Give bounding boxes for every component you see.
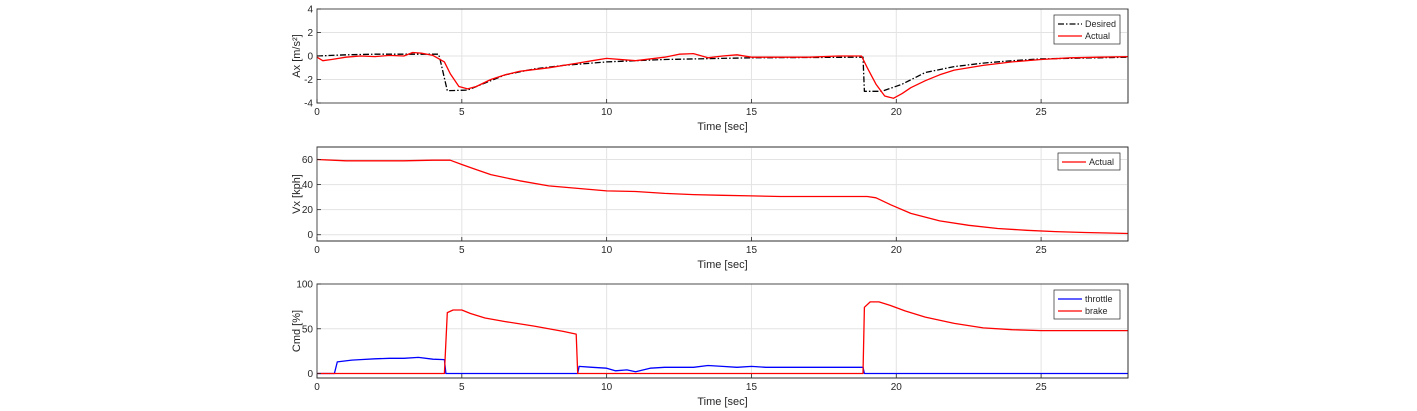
legend-box (1053, 289, 1121, 320)
x-tick-label: 10 (601, 382, 613, 393)
plot-frame (316, 283, 1129, 379)
x-axis-label: Time [sec] (697, 121, 747, 133)
x-tick-label: 0 (314, 245, 320, 256)
y-tick-label: 50 (302, 324, 314, 335)
plot-vx: 0 5 10 15 20 25 0 20 40 60 Time [sec] Vx [kph] Actua… (291, 146, 1129, 271)
plot-area (316, 283, 1129, 379)
y-tick-label: 20 (302, 205, 314, 216)
series-line-brake (317, 301, 1128, 375)
x-tick-label: 20 (891, 382, 903, 393)
x-tick-label: 5 (459, 245, 465, 256)
x-tick-label: 20 (891, 245, 903, 256)
x-axis-label: Time [sec] (697, 396, 747, 408)
y-tick-label: 0 (307, 230, 313, 241)
x-tick-label: 10 (601, 107, 613, 118)
y-tick-label: -2 (304, 75, 313, 86)
y-axis-label: Ax [m/s²] (291, 34, 303, 77)
x-tick-label: 20 (891, 107, 903, 118)
x-tick-label: 15 (746, 382, 758, 393)
y-tick-label: -4 (304, 99, 313, 110)
legend-label: throttle (1085, 294, 1113, 304)
plot-area (316, 146, 1129, 242)
x-tick-label: 15 (746, 107, 758, 118)
series-line-actual (316, 158, 1129, 235)
legend-label: Actual (1085, 31, 1110, 41)
legend-label: Desired (1085, 19, 1116, 29)
x-tick-label: 0 (314, 107, 320, 118)
series-line-desired (316, 53, 1129, 92)
y-tick-label: 40 (302, 180, 314, 191)
series-line-throttle (317, 356, 1128, 375)
legend-box (1053, 14, 1121, 45)
y-tick-label: 60 (302, 155, 314, 166)
x-tick-label: 5 (459, 107, 465, 118)
y-tick-label: 2 (307, 28, 313, 39)
x-tick-label: 25 (1036, 245, 1048, 256)
y-axis-label: Vx [kph] (291, 174, 303, 214)
x-axis-label: Time [sec] (697, 259, 747, 271)
series-line-actual (316, 51, 1129, 99)
legend-label: brake (1085, 306, 1108, 316)
y-tick-label: 4 (307, 5, 313, 16)
x-tick-label: 0 (314, 382, 320, 393)
x-tick-label: 10 (601, 245, 613, 256)
legend-box (1057, 152, 1121, 171)
x-tick-label: 5 (459, 382, 465, 393)
y-tick-label: 0 (307, 369, 313, 380)
y-tick-label: 0 (307, 52, 313, 63)
legend-label: Actual (1089, 157, 1114, 167)
x-tick-label: 25 (1036, 107, 1048, 118)
plot-frame (316, 146, 1129, 242)
y-tick-label: 100 (296, 280, 313, 291)
y-axis-label: Cmd [%] (291, 310, 303, 352)
plot-cmd: 0 5 10 15 20 25 0 50 100 Time [sec] Cmd [%] throttl… (291, 280, 1129, 408)
x-tick-label: 25 (1036, 382, 1048, 393)
plot-ax: 0 5 10 15 20 25 -4 -2 0 2 4 Time [sec] Ax [m/s²] Desi… (291, 5, 1129, 133)
x-tick-label: 15 (746, 245, 758, 256)
